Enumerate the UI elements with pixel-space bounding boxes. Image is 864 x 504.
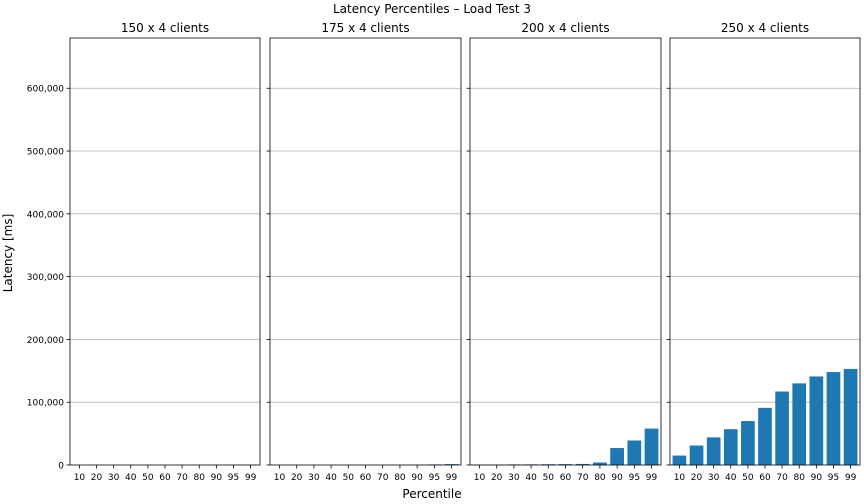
x-tick-label: 20: [691, 473, 703, 483]
figure-title: Latency Percentiles – Load Test 3: [333, 2, 531, 16]
x-tick-label: 90: [611, 473, 623, 483]
panel-title: 175 x 4 clients: [321, 21, 409, 35]
x-tick-label: 40: [325, 473, 337, 483]
panel-title: 250 x 4 clients: [721, 21, 809, 35]
x-tick-label: 10: [674, 473, 686, 483]
x-axis-label: Percentile: [402, 487, 461, 501]
bar: [809, 376, 824, 465]
x-tick-label: 90: [411, 473, 423, 483]
bar: [558, 464, 573, 465]
y-tick-label: 600,000: [27, 85, 64, 95]
x-tick-label: 30: [508, 473, 520, 483]
y-tick-label: 200,000: [27, 336, 64, 346]
x-tick-label: 95: [629, 473, 640, 483]
x-tick-label: 80: [794, 473, 806, 483]
panel-frame: [669, 37, 861, 466]
bar: [741, 421, 755, 465]
bar: [644, 428, 659, 465]
panel-1: 10 20 30 40 50 60 70 80 90 95 99 0 100,000 200,000 300…: [27, 21, 261, 483]
x-tick-label: 50: [142, 473, 154, 483]
x-tick-label: 50: [543, 473, 555, 483]
y-tick-label: 500,000: [27, 148, 64, 158]
x-tick-label: 10: [474, 473, 486, 483]
x-tick-label: 50: [343, 473, 355, 483]
panel-title: 200 x 4 clients: [521, 21, 609, 35]
bar: [444, 464, 459, 465]
bar: [689, 445, 704, 465]
x-tick-label: 30: [108, 473, 120, 483]
bar: [627, 440, 642, 465]
x-tick-label: 30: [708, 473, 720, 483]
bar: [593, 462, 607, 465]
bar: [843, 368, 858, 465]
y-tick-label: 400,000: [27, 210, 64, 220]
x-tick-label: 60: [360, 473, 372, 483]
x-tick-label: 99: [446, 473, 458, 483]
x-tick-label: 60: [759, 473, 771, 483]
panel-3: 10 20 30 40 50 60 70 80 90 95 99 200 x 4 clients: [466, 21, 662, 483]
y-axis-label: Latency [ms]: [1, 214, 15, 293]
bar: [575, 463, 590, 465]
bar: [672, 455, 687, 465]
x-tick-label: 70: [577, 473, 589, 483]
y-tick-label: 300,000: [27, 273, 64, 283]
bar: [758, 407, 772, 465]
x-tick-label: 99: [646, 473, 658, 483]
x-tick-label: 90: [811, 473, 823, 483]
bar: [792, 383, 807, 465]
x-tick-label: 10: [274, 473, 286, 483]
panel-frame: [469, 37, 662, 466]
bar: [610, 448, 625, 465]
x-tick-label: 40: [525, 473, 537, 483]
x-tick-label: 99: [845, 473, 857, 483]
y-tick-label: 0: [58, 462, 64, 472]
x-tick-label: 10: [74, 473, 86, 483]
panel-4: 10 20 30 40 50 60 70 80 90 95 99 250 x 4 clients: [666, 21, 861, 483]
x-tick-label: 60: [560, 473, 572, 483]
chart-panels: 10 20 30 40 50 60 70 80 90 95 99 0 100,000 200,000 300…: [27, 21, 861, 483]
x-tick-label: 40: [725, 473, 737, 483]
y-tick-label: 100,000: [27, 399, 64, 409]
bar: [775, 391, 789, 465]
x-tick-label: 40: [125, 473, 137, 483]
x-tick-label: 70: [776, 473, 788, 483]
x-tick-label: 80: [194, 473, 206, 483]
x-tick-label: 50: [742, 473, 754, 483]
x-tick-label: 80: [394, 473, 406, 483]
x-tick-label: 20: [291, 473, 303, 483]
x-tick-label: 20: [91, 473, 103, 483]
x-tick-label: 99: [245, 473, 257, 483]
x-tick-label: 80: [594, 473, 606, 483]
panel-title: 150 x 4 clients: [121, 21, 209, 35]
panel-2: 10 20 30 40 50 60 70 80 90 95 99 175 x 4 clients: [266, 21, 462, 483]
x-tick-label: 70: [176, 473, 188, 483]
bar: [706, 437, 721, 465]
panel-frame: [269, 37, 462, 466]
x-tick-label: 95: [828, 473, 839, 483]
panel-frame: [69, 37, 261, 466]
x-tick-label: 95: [228, 473, 239, 483]
bar: [723, 429, 738, 465]
x-tick-label: 20: [491, 473, 503, 483]
x-tick-label: 70: [377, 473, 389, 483]
x-tick-label: 30: [308, 473, 320, 483]
bar: [826, 372, 841, 465]
x-tick-label: 60: [159, 473, 171, 483]
x-tick-label: 90: [211, 473, 223, 483]
x-tick-label: 95: [429, 473, 440, 483]
